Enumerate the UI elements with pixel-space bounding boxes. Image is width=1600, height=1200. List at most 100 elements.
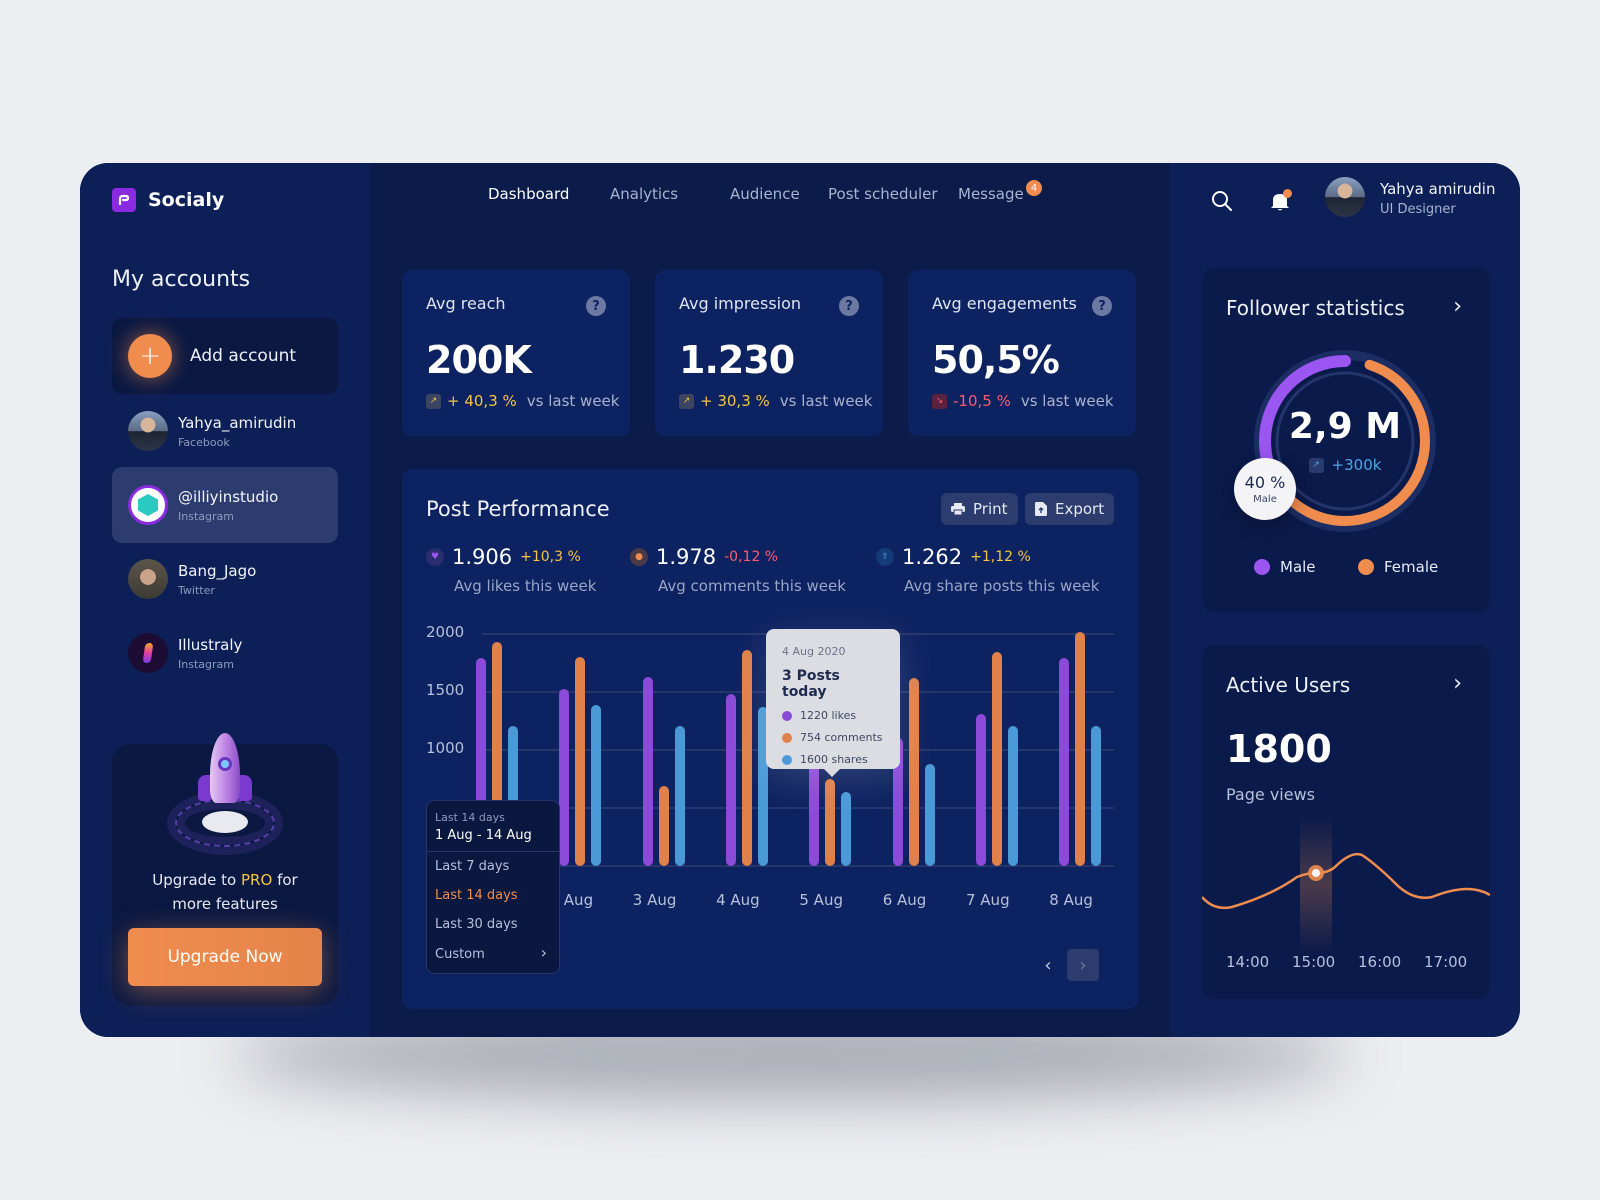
bar-comments[interactable] xyxy=(908,678,919,866)
bar-comments[interactable] xyxy=(658,786,669,866)
next-page-button[interactable]: › xyxy=(1067,949,1099,981)
export-button[interactable]: Export xyxy=(1025,493,1115,525)
account-item-illustraly[interactable]: Illustraly Instagram xyxy=(112,615,338,691)
x-tick: 14:00 xyxy=(1226,953,1270,971)
account-platform: Facebook xyxy=(178,435,230,449)
option-last-7-days[interactable]: Last 7 days xyxy=(435,859,510,874)
stat-value: 50,5% xyxy=(932,338,1060,382)
stat-card-avg-impression: Avg impression ? 1.230 ↗ + 30,3 % vs las… xyxy=(655,270,883,436)
bar-likes[interactable] xyxy=(1059,658,1070,866)
bar-group[interactable] xyxy=(642,677,685,866)
bar-likes[interactable] xyxy=(975,714,986,866)
bar-group[interactable] xyxy=(1059,632,1102,866)
help-icon[interactable]: ? xyxy=(1092,296,1112,316)
upgrade-now-button[interactable]: Upgrade Now xyxy=(128,928,322,986)
bar-shares[interactable] xyxy=(841,792,852,866)
x-tick: 3 Aug xyxy=(632,891,677,909)
previous-page-button[interactable]: ‹ xyxy=(1044,954,1052,976)
post-performance-title: Post Performance xyxy=(426,497,610,521)
bar-comments[interactable] xyxy=(575,657,586,866)
shares-dot-icon xyxy=(782,754,792,765)
bar-comments[interactable] xyxy=(492,642,502,866)
bar-shares[interactable] xyxy=(1007,726,1018,866)
message-count-badge: 4 xyxy=(1026,180,1042,196)
bar-comments[interactable] xyxy=(825,779,836,866)
bar-group[interactable] xyxy=(725,650,768,866)
notifications-button[interactable] xyxy=(1266,187,1294,215)
option-custom[interactable]: Custom xyxy=(435,947,485,962)
legend-female: Female xyxy=(1358,558,1438,576)
bar-likes[interactable] xyxy=(892,738,903,866)
account-item-bang-jago[interactable]: Bang_Jago Twitter xyxy=(112,541,338,617)
x-tick: 16:00 xyxy=(1358,953,1402,971)
print-button[interactable]: Print xyxy=(941,493,1018,525)
dropdown-selected-range: 1 Aug - 14 Aug xyxy=(435,828,532,843)
y-tick: 1500 xyxy=(426,681,465,699)
date-range-dropdown[interactable]: Last 14 days 1 Aug - 14 Aug Last 7 days … xyxy=(426,800,560,974)
bar-comments[interactable] xyxy=(1075,632,1086,866)
stat-title: Avg impression xyxy=(679,294,802,313)
logo[interactable]: Socialy xyxy=(112,188,224,212)
nav-dashboard[interactable]: Dashboard xyxy=(488,185,570,203)
chevron-right-icon[interactable]: › xyxy=(1453,294,1462,319)
option-last-14-days[interactable]: Last 14 days xyxy=(435,888,518,903)
nav-audience[interactable]: Audience xyxy=(730,185,800,203)
bar-shares[interactable] xyxy=(508,726,518,866)
dropdown-caption: Last 14 days xyxy=(435,811,505,824)
follower-statistics-card: Follower statistics › 2,9 M ↗ +300k 40 %… xyxy=(1202,268,1490,612)
user-avatar[interactable] xyxy=(1325,177,1365,217)
bar-comments[interactable] xyxy=(741,650,752,866)
divider xyxy=(427,851,559,852)
follower-donut-chart: 2,9 M ↗ +300k xyxy=(1250,346,1440,536)
bar-shares[interactable] xyxy=(1091,726,1102,866)
stat-card-avg-reach: Avg reach ? 200K ↗ + 40,3 % vs last week xyxy=(402,270,630,436)
active-users-title: Active Users xyxy=(1226,673,1351,697)
nav-analytics[interactable]: Analytics xyxy=(610,185,679,203)
my-accounts-heading: My accounts xyxy=(112,267,251,292)
bar-group[interactable] xyxy=(559,657,602,866)
bar-comments[interactable] xyxy=(991,652,1002,866)
tooltip-title: 3 Posts today xyxy=(782,668,840,700)
help-icon[interactable]: ? xyxy=(586,296,606,316)
right-panel: Yahya amirudin UI Designer Follower stat… xyxy=(1170,163,1520,1037)
metric-shares: ⇧ 1.262 +1,12 % Avg share posts this wee… xyxy=(876,545,1099,595)
share-icon: ⇧ xyxy=(876,548,894,566)
option-last-30-days[interactable]: Last 30 days xyxy=(435,917,518,932)
stat-delta: ↘ -10,5 % vs last week xyxy=(932,392,1114,410)
x-tick: 8 Aug xyxy=(1049,891,1093,909)
trend-up-icon: ↗ xyxy=(679,393,694,409)
bar-group[interactable] xyxy=(975,652,1018,866)
follower-statistics-title: Follower statistics xyxy=(1226,296,1405,320)
post-performance-card: Post Performance Print Export ♥ 1.906 +1… xyxy=(402,469,1138,1009)
help-icon[interactable]: ? xyxy=(839,296,859,316)
bar-group[interactable] xyxy=(892,678,935,866)
bar-likes[interactable] xyxy=(476,658,486,866)
bar-likes[interactable] xyxy=(642,677,653,866)
nav-post-scheduler[interactable]: Post scheduler xyxy=(828,185,938,203)
bar-group[interactable] xyxy=(809,725,852,866)
heart-icon: ♥ xyxy=(426,548,444,566)
bar-likes[interactable] xyxy=(725,694,736,866)
account-platform: Instagram xyxy=(178,657,234,671)
nav-message[interactable]: Message xyxy=(958,185,1024,203)
chart-tooltip: 4 Aug 2020 3 Posts today 1220 likes 754 … xyxy=(766,629,900,777)
chevron-right-icon[interactable]: › xyxy=(1453,671,1462,696)
avatar xyxy=(128,633,168,673)
x-tick: 5 Aug xyxy=(799,891,843,909)
account-item-illiyinstudio[interactable]: @illiyinstudio Instagram xyxy=(112,467,338,543)
active-users-card: Active Users › 1800 Page views 14:00 15:… xyxy=(1202,645,1490,999)
add-account-button[interactable]: + Add account xyxy=(112,318,338,394)
bar-shares[interactable] xyxy=(591,705,602,866)
export-file-icon xyxy=(1035,502,1047,516)
bar-likes[interactable] xyxy=(809,725,820,866)
bar-shares[interactable] xyxy=(674,726,685,866)
bar-shares[interactable] xyxy=(757,707,768,866)
dashboard-window: Socialy My accounts + Add account Yahya_… xyxy=(80,163,1520,1037)
main-content: Dashboard Analytics Audience Post schedu… xyxy=(370,163,1170,1037)
bar-shares[interactable] xyxy=(924,764,935,866)
bar-likes[interactable] xyxy=(559,689,570,866)
bar-group[interactable] xyxy=(476,642,518,866)
x-tick: 7 Aug xyxy=(965,891,1010,909)
search-button[interactable] xyxy=(1208,187,1236,215)
account-item-yahya[interactable]: Yahya_amirudin Facebook xyxy=(112,393,338,469)
